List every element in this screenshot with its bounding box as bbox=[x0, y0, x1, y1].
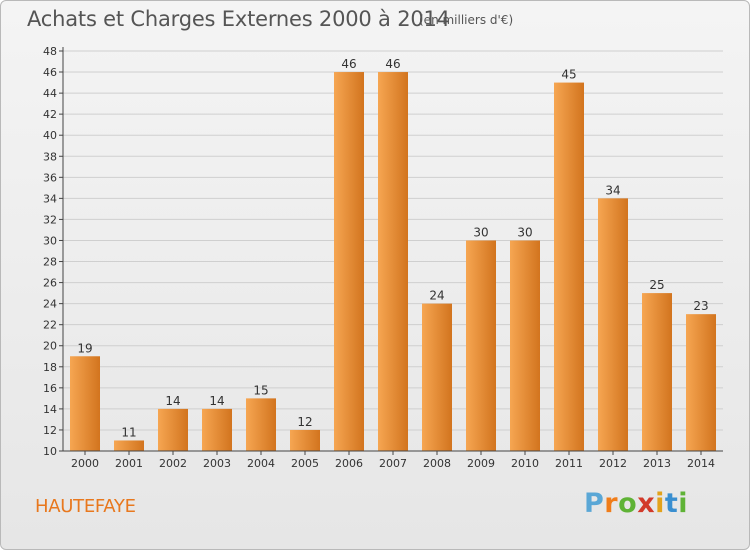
x-tick-label: 2000 bbox=[71, 457, 99, 470]
bars bbox=[70, 72, 716, 451]
logo-letter: P bbox=[584, 488, 605, 519]
x-tick-label: 2005 bbox=[291, 457, 319, 470]
x-tick-label: 2010 bbox=[511, 457, 539, 470]
y-tick-label: 38 bbox=[43, 150, 57, 163]
y-tick-label: 36 bbox=[43, 171, 57, 184]
y-tick-label: 30 bbox=[43, 234, 57, 247]
bar-2014 bbox=[686, 314, 716, 451]
data-label: 19 bbox=[77, 341, 92, 355]
y-tick-label: 40 bbox=[43, 129, 57, 142]
x-tick-label: 2003 bbox=[203, 457, 231, 470]
logo-letter: i bbox=[678, 488, 689, 519]
y-tick-label: 24 bbox=[43, 298, 57, 311]
bar-2007 bbox=[378, 72, 408, 451]
y-tick-label: 48 bbox=[43, 45, 57, 58]
bar-2005 bbox=[290, 429, 320, 451]
y-tick-label: 34 bbox=[43, 192, 57, 205]
axes bbox=[59, 47, 723, 455]
bar-2000 bbox=[70, 356, 100, 451]
logo-letter: o bbox=[618, 488, 638, 519]
y-tick-label: 32 bbox=[43, 213, 57, 226]
y-tick-label: 12 bbox=[43, 424, 57, 437]
logo-letter: r bbox=[604, 488, 619, 519]
bar-2003 bbox=[202, 408, 232, 451]
data-label: 46 bbox=[385, 57, 400, 71]
data-label: 14 bbox=[209, 394, 224, 408]
x-tick-label: 2008 bbox=[423, 457, 451, 470]
proxiti-logo: Proxiti bbox=[584, 488, 688, 519]
bar-2012 bbox=[598, 198, 628, 451]
bar-2011 bbox=[554, 82, 584, 451]
x-tick-label: 2009 bbox=[467, 457, 495, 470]
y-tick-label: 28 bbox=[43, 256, 57, 269]
bar-2009 bbox=[466, 240, 496, 451]
data-label: 15 bbox=[253, 383, 268, 397]
x-tick-label: 2011 bbox=[555, 457, 583, 470]
x-tick-label: 2002 bbox=[159, 457, 187, 470]
y-tick-label: 20 bbox=[43, 340, 57, 353]
x-tick-label: 2014 bbox=[687, 457, 715, 470]
bar-2002 bbox=[158, 408, 188, 451]
bar-2010 bbox=[510, 240, 540, 451]
bar-2008 bbox=[422, 303, 452, 451]
x-tick-label: 2012 bbox=[599, 457, 627, 470]
bar-2001 bbox=[114, 440, 144, 451]
y-tick-label: 44 bbox=[43, 87, 57, 100]
data-label: 30 bbox=[517, 225, 532, 239]
logo-letter: i bbox=[655, 488, 665, 519]
y-tick-label: 18 bbox=[43, 361, 57, 374]
data-label: 23 bbox=[693, 299, 708, 313]
y-tick-label: 22 bbox=[43, 319, 57, 332]
data-label: 24 bbox=[429, 289, 444, 303]
data-label: 34 bbox=[605, 183, 620, 197]
x-tick-label: 2006 bbox=[335, 457, 363, 470]
bar-2006 bbox=[334, 72, 364, 451]
bar-2004 bbox=[246, 398, 276, 451]
x-tick-label: 2013 bbox=[643, 457, 671, 470]
labels: 10 12 14 16 18 20 22 24 26 28 30 32 34 36 38 40 42 44 46 48… bbox=[43, 45, 715, 470]
data-label: 45 bbox=[561, 68, 576, 82]
y-tick-label: 26 bbox=[43, 277, 57, 290]
logo-letter: t bbox=[664, 488, 679, 519]
bar-2013 bbox=[642, 293, 672, 451]
y-tick-label: 42 bbox=[43, 108, 57, 121]
x-tick-label: 2001 bbox=[115, 457, 143, 470]
data-label: 12 bbox=[297, 415, 312, 429]
data-label: 14 bbox=[165, 394, 180, 408]
commune-name: HAUTEFAYE bbox=[35, 496, 136, 517]
x-tick-label: 2007 bbox=[379, 457, 407, 470]
data-label: 30 bbox=[473, 225, 488, 239]
data-label: 25 bbox=[649, 278, 664, 292]
y-tick-label: 16 bbox=[43, 382, 57, 395]
y-tick-label: 14 bbox=[43, 403, 57, 416]
data-label: 11 bbox=[121, 425, 136, 439]
chart-title: Achats et Charges Externes 2000 à 2014 bbox=[27, 7, 450, 31]
data-label: 46 bbox=[341, 57, 356, 71]
chart-unit: (en milliers d'€) bbox=[419, 13, 514, 27]
y-tick-label: 10 bbox=[43, 445, 57, 458]
y-tick-label: 46 bbox=[43, 66, 57, 79]
x-tick-label: 2004 bbox=[247, 457, 275, 470]
logo-letter: x bbox=[637, 488, 656, 519]
